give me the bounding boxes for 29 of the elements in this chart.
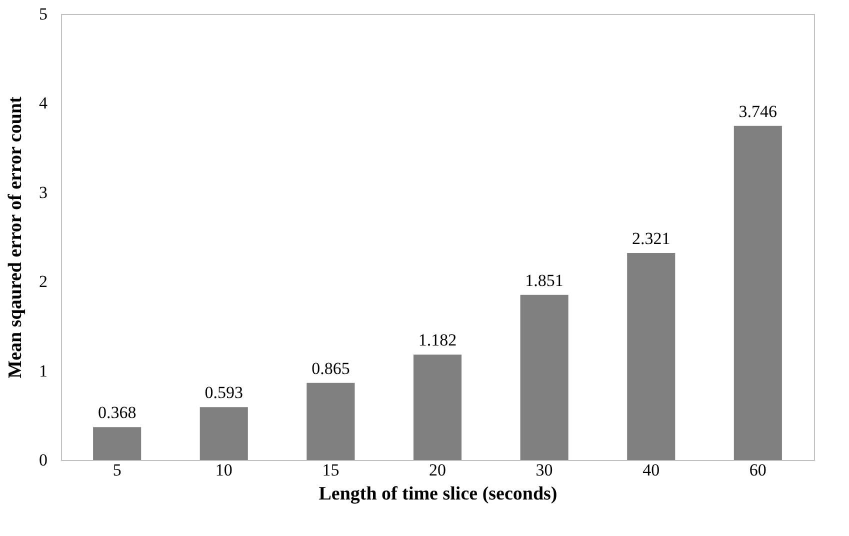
- data-label: 1.851: [525, 270, 564, 290]
- data-label: 0.368: [98, 403, 136, 422]
- x-tick-label: 20: [429, 460, 446, 480]
- data-label: 1.182: [418, 330, 457, 350]
- data-label: 2.321: [632, 228, 670, 248]
- y-tick-label: 3: [39, 182, 48, 202]
- x-tick-label: 60: [749, 460, 766, 480]
- y-tick-label: 2: [39, 272, 48, 292]
- bar: [306, 382, 355, 460]
- bar: [627, 252, 676, 460]
- x-tick-label: 15: [322, 460, 340, 480]
- bar: [734, 126, 782, 460]
- y-tick-label: 4: [39, 94, 48, 113]
- data-label: 0.865: [312, 358, 350, 378]
- y-tick-label: 1: [39, 361, 48, 380]
- x-axis-title: Length of time slice (seconds): [318, 484, 558, 504]
- bar: [413, 354, 462, 460]
- data-label: 0.593: [204, 383, 244, 402]
- bar: [200, 407, 248, 460]
- y-tick-label: 0: [39, 450, 48, 470]
- data-label: 3.746: [738, 102, 778, 121]
- x-tick-label: 5: [112, 460, 122, 480]
- x-tick-label: 10: [215, 460, 232, 480]
- x-tick-label: 30: [536, 460, 553, 480]
- x-tick-label: 40: [642, 460, 660, 480]
- bar: [520, 294, 568, 460]
- y-axis-title: Mean sqaured error of error count: [5, 96, 26, 378]
- bar: [93, 427, 142, 460]
- y-tick-label: 5: [39, 4, 48, 24]
